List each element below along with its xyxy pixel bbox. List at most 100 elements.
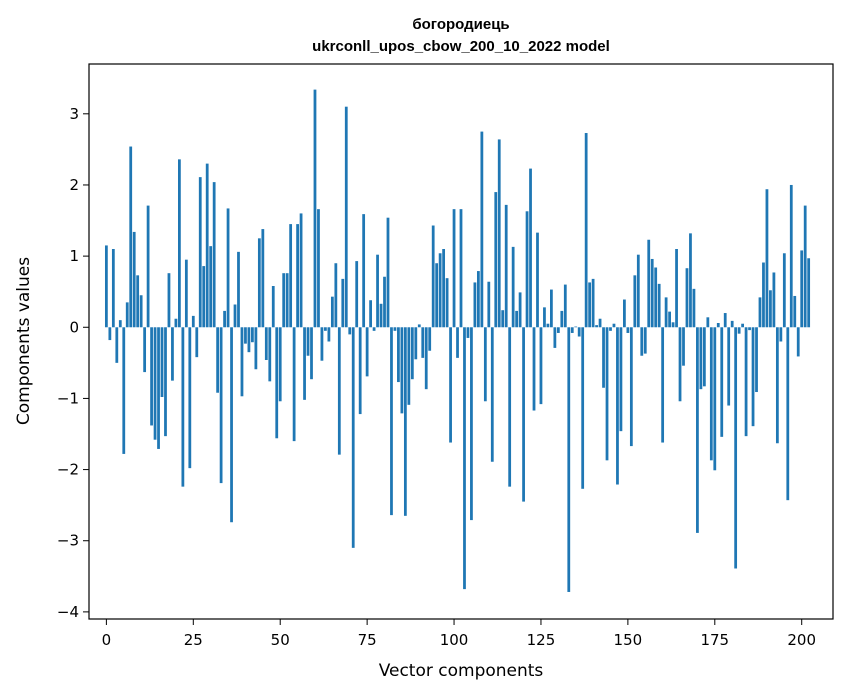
bar-43 xyxy=(254,327,258,370)
bar-150 xyxy=(626,327,630,333)
bar-126 xyxy=(543,307,546,328)
bar-188 xyxy=(758,297,762,328)
bar-78 xyxy=(376,254,379,328)
bar-31 xyxy=(212,182,216,328)
x-tick-label: 50 xyxy=(271,631,290,649)
bar-4 xyxy=(118,320,122,328)
bar-189 xyxy=(762,262,765,328)
bar-81 xyxy=(386,217,390,328)
y-axis: −4 −3 −2 −1 0 1 2 3 xyxy=(57,105,89,621)
bar-103 xyxy=(463,327,466,590)
bar-16 xyxy=(160,327,164,397)
x-axis: 0 25 50 75 100 125 150 175 200 xyxy=(102,619,816,649)
y-tick-label: −4 xyxy=(57,603,79,621)
bar-114 xyxy=(501,310,505,328)
y-tick-label: 2 xyxy=(69,176,79,194)
bar-198 xyxy=(793,295,797,328)
bar-84 xyxy=(397,327,400,383)
bar-10 xyxy=(139,295,143,328)
bar-124 xyxy=(536,232,539,328)
bar-69 xyxy=(344,106,348,328)
y-tick-label: −2 xyxy=(57,461,79,479)
bar-183 xyxy=(741,323,744,328)
bar-147 xyxy=(616,327,619,485)
bar-121 xyxy=(525,211,529,328)
bar-100 xyxy=(452,209,456,328)
bar-35 xyxy=(226,208,230,328)
x-tick-label: 150 xyxy=(614,631,643,649)
bar-0 xyxy=(104,245,108,328)
bar-202 xyxy=(807,258,811,328)
bar-172 xyxy=(702,327,706,387)
bar-18 xyxy=(167,273,171,328)
bar-128 xyxy=(550,289,553,328)
bar-72 xyxy=(355,261,359,328)
bar-55 xyxy=(296,224,299,328)
bar-21 xyxy=(178,159,181,328)
bar-5 xyxy=(122,327,126,454)
bar-8 xyxy=(132,231,136,328)
bar-174 xyxy=(709,327,713,461)
bar-130 xyxy=(556,327,560,333)
bar-36 xyxy=(230,327,233,523)
bar-144 xyxy=(605,327,609,461)
bar-107 xyxy=(476,271,480,328)
bar-193 xyxy=(775,327,779,444)
bar-17 xyxy=(164,327,167,437)
bar-145 xyxy=(609,327,612,331)
bar-20 xyxy=(174,318,178,328)
bar-184 xyxy=(744,327,748,437)
chart-title-line2: ukrconll_upos_cbow_200_10_2022 model xyxy=(312,38,610,55)
bar-37 xyxy=(233,304,237,328)
bar-135 xyxy=(574,326,578,328)
bar-160 xyxy=(661,327,665,443)
x-tick-label: 200 xyxy=(787,631,816,649)
bar-180 xyxy=(730,320,734,328)
bar-24 xyxy=(188,327,192,469)
bar-59 xyxy=(310,327,313,380)
bar-119 xyxy=(518,292,522,328)
bar-87 xyxy=(407,327,411,405)
bar-56 xyxy=(299,213,303,328)
bar-89 xyxy=(414,327,418,360)
bar-44 xyxy=(257,238,261,328)
bar-13 xyxy=(150,327,153,426)
bar-19 xyxy=(171,327,174,381)
bar-88 xyxy=(410,327,414,380)
bar-91 xyxy=(421,327,425,358)
bar-116 xyxy=(508,327,512,487)
bar-64 xyxy=(327,327,331,342)
bar-136 xyxy=(577,327,581,337)
bar-34 xyxy=(223,310,226,328)
bar-164 xyxy=(675,249,678,328)
bar-112 xyxy=(494,192,498,328)
bar-53 xyxy=(289,224,293,328)
bar-48 xyxy=(271,286,275,328)
bar-26 xyxy=(195,327,199,358)
bar-52 xyxy=(285,273,289,328)
x-tick-label: 25 xyxy=(184,631,203,649)
bar-175 xyxy=(713,327,717,471)
bar-153 xyxy=(636,254,640,328)
bar-110 xyxy=(487,281,491,328)
bar-154 xyxy=(640,327,644,356)
bar-54 xyxy=(292,327,296,442)
bar-22 xyxy=(181,327,185,487)
plot-frame xyxy=(88,63,834,620)
bar-159 xyxy=(657,283,661,328)
bar-96 xyxy=(438,253,442,328)
bar-74 xyxy=(362,214,366,328)
bar-101 xyxy=(456,327,459,358)
bar-41 xyxy=(247,327,251,353)
bar-122 xyxy=(529,168,532,328)
y-tick-label: 3 xyxy=(69,105,79,123)
bar-32 xyxy=(216,327,220,393)
bar-series xyxy=(104,89,811,592)
bar-132 xyxy=(563,284,567,328)
bar-83 xyxy=(393,327,397,331)
bar-82 xyxy=(390,327,393,516)
bar-77 xyxy=(372,327,376,331)
y-tick-label: −3 xyxy=(57,532,79,550)
bar-190 xyxy=(765,189,769,328)
